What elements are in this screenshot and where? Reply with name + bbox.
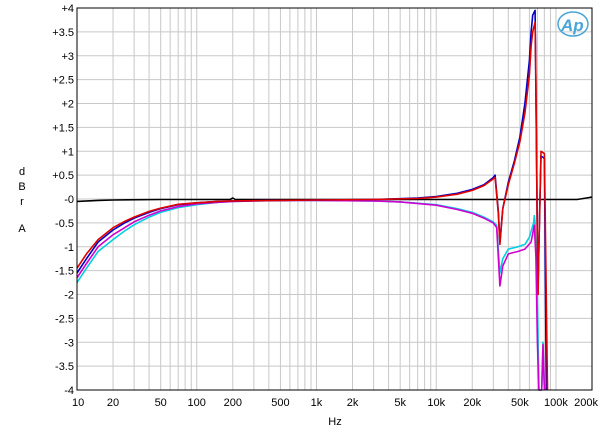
- x-tick-label: 10: [72, 397, 84, 409]
- x-tick-label: 5k: [394, 397, 406, 409]
- y-tick-label: +2.5: [52, 75, 74, 87]
- x-tick-label: 100: [188, 397, 206, 409]
- y-axis-title-line-1: d: [19, 166, 25, 178]
- y-axis-title: d B r A: [18, 166, 26, 235]
- plot-frame: [76, 7, 593, 391]
- y-tick-label: +2: [61, 99, 74, 111]
- y-tick-label: -3: [64, 337, 74, 349]
- x-tick-label: 200k: [574, 397, 598, 409]
- series-line-5: [76, 21, 549, 391]
- x-tick-label: 100k: [544, 397, 568, 409]
- y-tick-label: -2: [64, 290, 74, 302]
- y-tick-label: +1: [61, 146, 74, 158]
- x-tick-label: 1k: [311, 397, 323, 409]
- y-tick-label: -1: [64, 242, 74, 254]
- x-tick-label: 20k: [463, 397, 481, 409]
- y-tick-label: +3.5: [52, 27, 74, 39]
- y-tick-labels: +4 +3.5 +3 +2.5 +2 +1.5 +1 +0.5 -0 -0.5 -1 -1.5 -2 -2…: [52, 3, 74, 397]
- ap-logo: Ap: [557, 11, 589, 37]
- y-tick-label: +0.5: [52, 170, 74, 182]
- series-line-2: [76, 199, 546, 391]
- y-tick-label: -0.5: [55, 218, 74, 230]
- y-tick-label: -2.5: [55, 313, 74, 325]
- x-tick-label: 50k: [511, 397, 529, 409]
- ap-logo-ring: [557, 11, 589, 37]
- y-tick-label: +3: [61, 51, 74, 63]
- y-tick-label: -0: [64, 194, 74, 206]
- x-tick-label: 200: [224, 397, 242, 409]
- y-axis-title-line-4: A: [18, 223, 26, 235]
- y-tick-label: -4: [64, 385, 74, 397]
- y-tick-label: +1.5: [52, 122, 74, 134]
- x-tick-label: 20: [107, 397, 119, 409]
- series-line-3: [76, 199, 546, 391]
- x-axis-title: Hz: [328, 416, 341, 428]
- ap-logo-text: Ap: [560, 16, 584, 35]
- y-tick-label: -3.5: [55, 361, 74, 373]
- x-tick-labels: 10 20 50 100 200 500 1k 2k 5k 10k 20k 50k 100k 200k: [72, 397, 598, 409]
- y-tick-label: +4: [61, 3, 74, 15]
- y-tick-label: -1.5: [55, 266, 74, 278]
- y-axis-title-line-3: r: [20, 196, 24, 208]
- x-tick-label: 2k: [347, 397, 359, 409]
- series-layer: [76, 9, 593, 391]
- x-tick-label: 500: [271, 397, 289, 409]
- x-tick-label: 10k: [427, 397, 445, 409]
- y-axis-title-line-2: B: [18, 181, 25, 193]
- x-tick-label: 50: [155, 397, 167, 409]
